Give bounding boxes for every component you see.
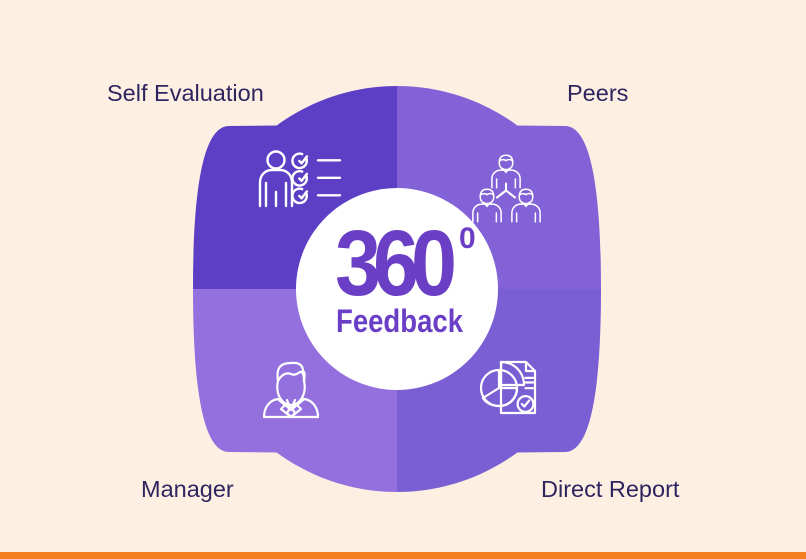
svg-text:Feedback: Feedback xyxy=(336,303,463,339)
svg-text:360: 360 xyxy=(335,211,454,315)
svg-text:0: 0 xyxy=(459,222,476,255)
